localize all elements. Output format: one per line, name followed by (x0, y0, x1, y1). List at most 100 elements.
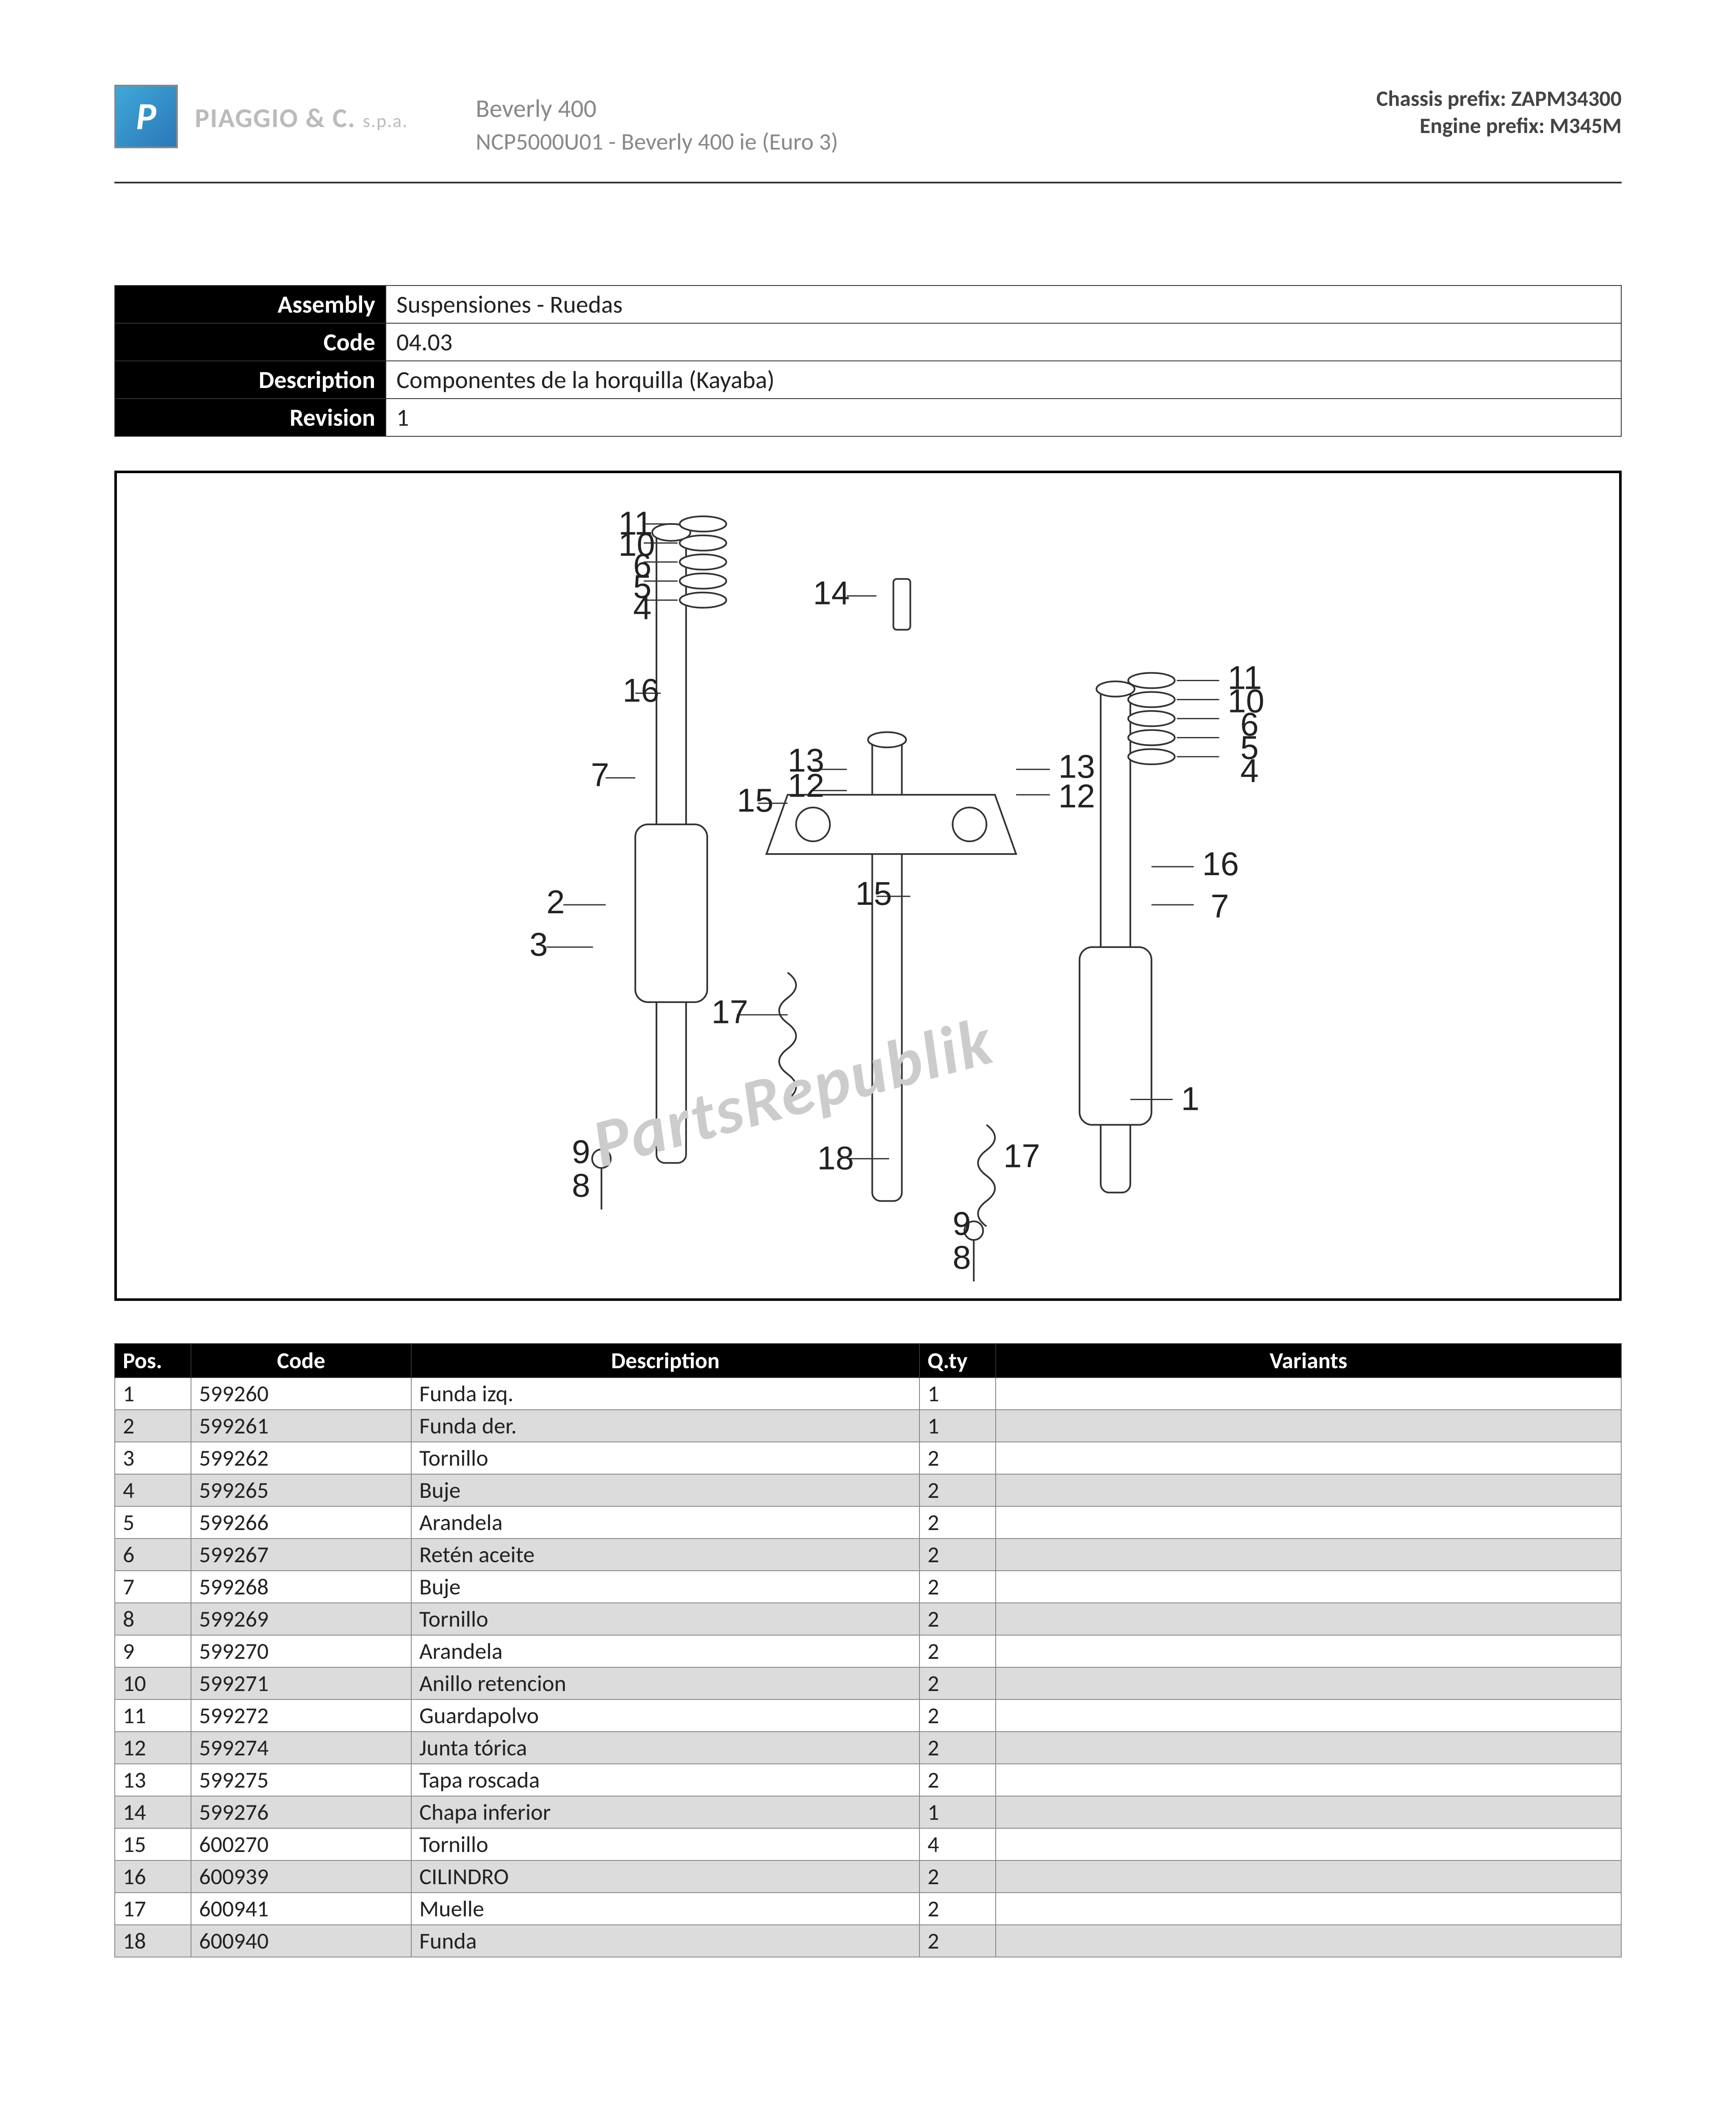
table-cell: Arandela (411, 1635, 919, 1667)
table-cell: Anillo retencion (411, 1667, 919, 1699)
code-label: Code (115, 323, 386, 361)
table-cell: 9 (115, 1635, 191, 1667)
table-row: 2599261Funda der.1 (115, 1410, 1621, 1442)
table-cell: 4 (115, 1474, 191, 1506)
table-cell: 599270 (191, 1635, 411, 1667)
engine-prefix: Engine prefix: M345M (1376, 112, 1622, 139)
chassis-prefix-label: Chassis prefix: (1376, 85, 1506, 112)
table-cell: 2 (919, 1732, 996, 1764)
table-cell: Guardapolvo (411, 1699, 919, 1732)
svg-text:14: 14 (813, 574, 850, 612)
table-row: 16600939CILINDRO2 (115, 1860, 1621, 1893)
table-cell: 14 (115, 1796, 191, 1828)
model-code: NCP5000U01 - Beverly 400 ie (Euro 3) (476, 128, 838, 156)
table-cell (996, 1860, 1621, 1893)
svg-text:1: 1 (1181, 1080, 1199, 1117)
table-row: 11599272Guardapolvo2 (115, 1699, 1621, 1732)
table-cell (996, 1925, 1621, 1957)
model-name: Beverly 400 (476, 93, 838, 124)
table-cell: 2 (919, 1925, 996, 1957)
table-cell: 599262 (191, 1442, 411, 1474)
table-cell: 2 (919, 1442, 996, 1474)
table-cell: 2 (919, 1699, 996, 1732)
table-cell: 599275 (191, 1764, 411, 1796)
table-cell: 1 (919, 1796, 996, 1828)
svg-text:8: 8 (572, 1167, 590, 1204)
table-row: 7599268Buje2 (115, 1571, 1621, 1603)
table-cell: 599271 (191, 1667, 411, 1699)
table-cell: 2 (919, 1539, 996, 1571)
diagram-svg: 11 10 6 5 4 14 16 7 2 3 9 8 13 12 15 15 … (117, 473, 1619, 1298)
table-cell (996, 1635, 1621, 1667)
table-cell: Tapa roscada (411, 1764, 919, 1796)
table-cell: 4 (919, 1828, 996, 1860)
parts-table: Pos. Code Description Q.ty Variants 1599… (114, 1343, 1622, 1957)
table-cell: 2 (919, 1603, 996, 1635)
chassis-prefix-value: ZAPM34300 (1511, 85, 1622, 112)
table-row: 1599260Funda izq.1 (115, 1378, 1621, 1410)
table-cell: 2 (919, 1667, 996, 1699)
table-cell: 18 (115, 1925, 191, 1957)
table-cell: Funda izq. (411, 1378, 919, 1410)
table-cell: 600941 (191, 1893, 411, 1925)
table-cell: 2 (919, 1474, 996, 1506)
code-value: 04.03 (386, 323, 1621, 361)
table-cell: 13 (115, 1764, 191, 1796)
col-code-header: Code (191, 1344, 411, 1378)
assembly-label: Assembly (115, 286, 386, 323)
table-cell: 599265 (191, 1474, 411, 1506)
table-cell: 599260 (191, 1378, 411, 1410)
svg-text:15: 15 (737, 782, 774, 819)
table-cell: 5 (115, 1506, 191, 1539)
page-header: P PIAGGIO & C. s.p.a. Beverly 400 NCP500… (114, 85, 1622, 183)
table-cell: 599268 (191, 1571, 411, 1603)
svg-text:17: 17 (1003, 1137, 1040, 1174)
table-cell (996, 1442, 1621, 1474)
table-row: 9599270Arandela2 (115, 1635, 1621, 1667)
table-row: 17600941Muelle2 (115, 1893, 1621, 1925)
table-cell (996, 1893, 1621, 1925)
table-cell: 2 (115, 1410, 191, 1442)
parts-table-header-row: Pos. Code Description Q.ty Variants (115, 1344, 1621, 1378)
table-row: 18600940Funda2 (115, 1925, 1621, 1957)
assembly-value: Suspensiones - Ruedas (386, 286, 1621, 323)
table-cell (996, 1732, 1621, 1764)
table-cell: 599276 (191, 1796, 411, 1828)
table-row: 14599276Chapa inferior1 (115, 1796, 1621, 1828)
table-cell: 600270 (191, 1828, 411, 1860)
svg-text:4: 4 (1240, 752, 1259, 789)
chassis-prefix: Chassis prefix: ZAPM34300 (1376, 85, 1622, 112)
table-cell (996, 1539, 1621, 1571)
table-cell: 600939 (191, 1860, 411, 1893)
table-cell: 15 (115, 1828, 191, 1860)
table-row: 8599269Tornillo2 (115, 1603, 1621, 1635)
table-cell: 7 (115, 1571, 191, 1603)
table-cell: Tornillo (411, 1828, 919, 1860)
header-left: P PIAGGIO & C. s.p.a. Beverly 400 NCP500… (114, 85, 838, 156)
table-cell: 8 (115, 1603, 191, 1635)
model-block: Beverly 400 NCP5000U01 - Beverly 400 ie … (476, 93, 838, 156)
svg-text:18: 18 (817, 1139, 854, 1176)
table-cell: 12 (115, 1732, 191, 1764)
table-cell: 599267 (191, 1539, 411, 1571)
table-cell: 2 (919, 1860, 996, 1893)
table-cell: 2 (919, 1893, 996, 1925)
svg-text:7: 7 (591, 756, 609, 793)
table-row: 3599262Tornillo2 (115, 1442, 1621, 1474)
exploded-diagram: 11 10 6 5 4 14 16 7 2 3 9 8 13 12 15 15 … (114, 471, 1622, 1301)
brand-name: PIAGGIO & C. s.p.a. (195, 102, 408, 135)
table-cell: 2 (919, 1506, 996, 1539)
piaggio-logo-icon: P (114, 85, 178, 148)
table-cell: Tornillo (411, 1603, 919, 1635)
parts-table-body: 1599260Funda izq.12599261Funda der.13599… (115, 1378, 1621, 1957)
table-cell (996, 1410, 1621, 1442)
table-cell: 3 (115, 1442, 191, 1474)
svg-text:16: 16 (1202, 845, 1239, 882)
table-cell: 2 (919, 1764, 996, 1796)
table-cell: Muelle (411, 1893, 919, 1925)
table-cell (996, 1828, 1621, 1860)
table-cell (996, 1571, 1621, 1603)
table-cell: 600940 (191, 1925, 411, 1957)
table-cell: Chapa inferior (411, 1796, 919, 1828)
svg-text:3: 3 (529, 926, 548, 963)
